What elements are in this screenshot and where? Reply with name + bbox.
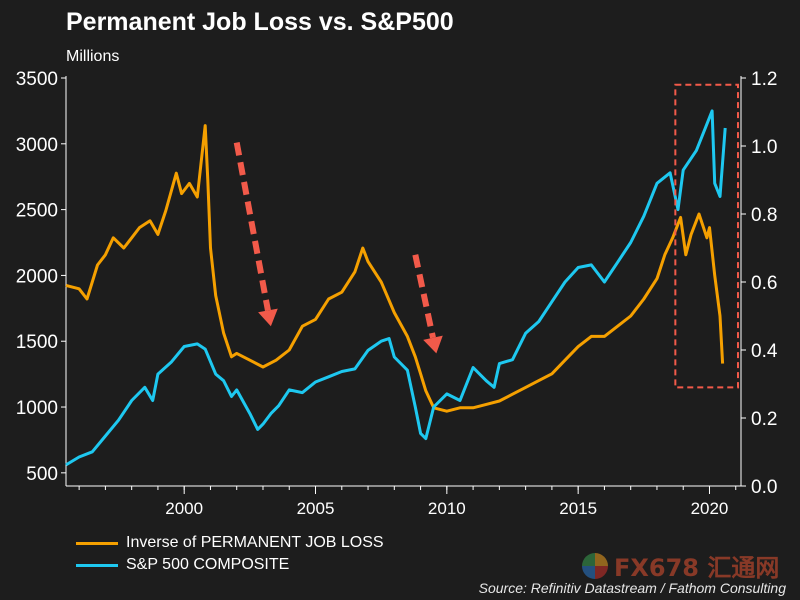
trend-arrow-shaft [412,254,436,339]
right-tick-label: 1.0 [751,137,777,158]
legend-item-sp500: S&P 500 COMPOSITE [76,554,384,576]
legend: Inverse of PERMANENT JOB LOSS S&P 500 CO… [76,532,384,576]
right-axis-unit-label: Millions [66,48,120,65]
left-tick-label: 2500 [16,201,58,222]
legend-item-job-loss: Inverse of PERMANENT JOB LOSS [76,532,384,554]
legend-swatch-job-loss [76,541,118,545]
right-tick-label: 0.8 [751,205,777,226]
x-tick-label: 2000 [165,499,203,518]
right-tick-label: 0.4 [751,341,778,362]
trend-arrow-head [423,335,443,354]
legend-swatch-sp500 [76,563,118,567]
right-tick-label: 1.2 [751,69,777,90]
x-tick-label: 2020 [691,499,729,518]
job-loss-line [65,124,725,413]
left-tick-label: 500 [26,464,58,485]
legend-label-sp500: S&P 500 COMPOSITE [126,556,290,573]
sp500-line [65,109,727,467]
trend-arrow-shaft [233,142,271,312]
legend-label-job-loss: Inverse of PERMANENT JOB LOSS [126,534,384,551]
left-tick-label: 3000 [16,135,58,156]
x-tick-label: 2015 [559,499,597,518]
highlight-box [674,83,739,389]
x-tick-label: 2005 [297,499,335,518]
right-tick-label: 0.6 [751,273,777,294]
fx678-logo-icon [582,552,608,579]
x-tick-label: 2010 [428,499,466,518]
left-tick-label: 1500 [16,332,58,353]
watermark: FX678 汇通网 [582,548,779,583]
watermark-text: FX678 汇通网 [614,554,780,582]
left-tick-label: 2000 [16,266,58,287]
left-tick-label: 1000 [16,398,58,419]
right-tick-label: 0.2 [751,409,777,430]
right-tick-label: 0.0 [751,477,777,498]
trend-arrow-head [258,308,278,327]
chart-title: Permanent Job Loss vs. S&P500 [66,8,454,36]
left-tick-label: 3500 [16,69,58,90]
source-note: Source: Refinitiv Datastream / Fathom Co… [478,580,786,596]
